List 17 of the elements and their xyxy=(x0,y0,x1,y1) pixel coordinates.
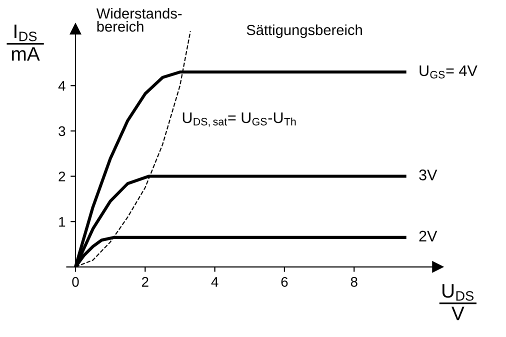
series-label: U$_{DS,sat}$= U$_{GS}$-U$_{Th}$ xyxy=(182,112,296,127)
x-tick-label: 8 xyxy=(350,276,358,287)
x-tick-label: 0 xyxy=(72,276,79,287)
y-tick-label: 1 xyxy=(59,217,66,227)
annotation: Widerstands- bereich xyxy=(96,8,182,32)
series-label: 3V xyxy=(419,170,438,180)
y-tick-label: 4 xyxy=(58,81,66,91)
annotation: Sättigungsbereich xyxy=(246,24,362,38)
series-label: U$_{GS}$= 4V xyxy=(420,65,478,78)
y-tick-label: 2 xyxy=(58,172,66,182)
x-tick-label: 6 xyxy=(281,276,288,287)
x-tick-label: 4 xyxy=(211,277,218,287)
x-axis-title: U$_{DS}$ V xyxy=(442,284,474,320)
series-label: 2V xyxy=(419,230,438,242)
x-tick-label: 2 xyxy=(142,276,148,287)
y-axis-title: I$_{DS}$ mA xyxy=(12,24,40,61)
y-tick-label: 3 xyxy=(58,126,66,136)
